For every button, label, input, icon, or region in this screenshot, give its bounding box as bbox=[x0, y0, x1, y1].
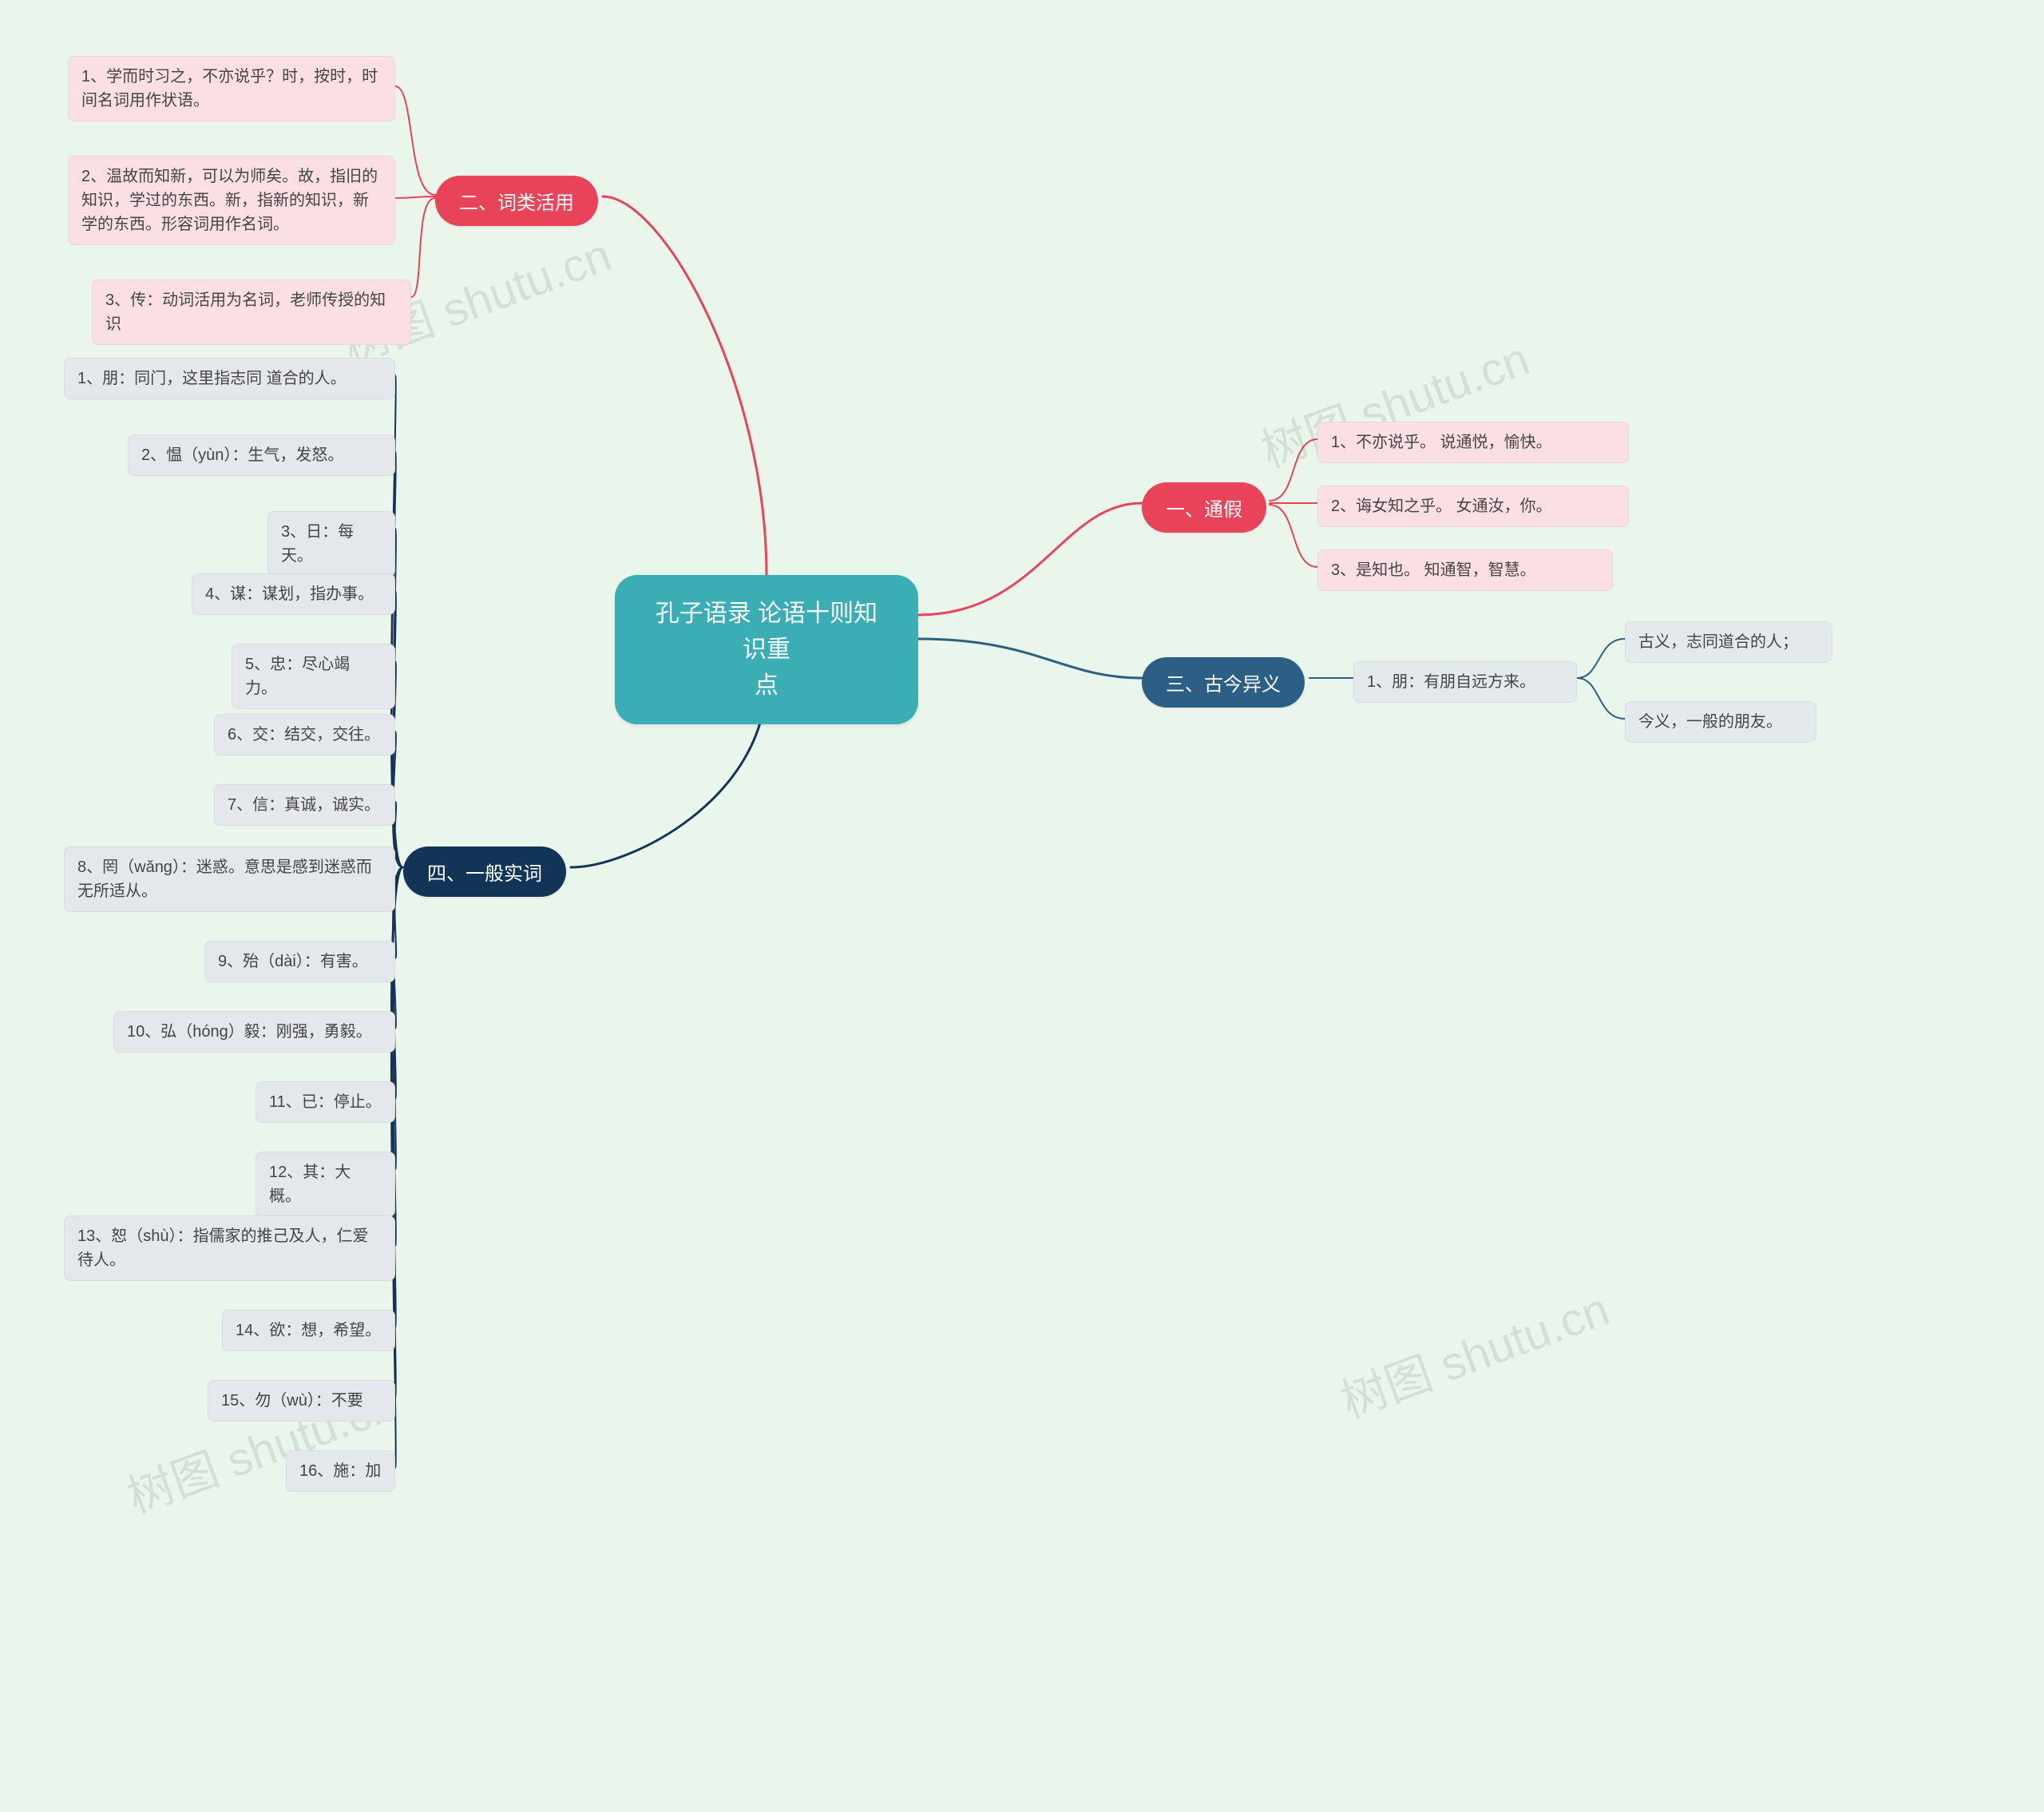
branch-b1-leaf[interactable]: 1、不亦说乎。 说通悦，愉快。 bbox=[1317, 422, 1629, 463]
branch-b2-leaf[interactable]: 1、学而时习之，不亦说乎？时，按时，时间名词用作状语。 bbox=[68, 56, 395, 121]
branch-b4-leaf[interactable]: 16、施：加 bbox=[286, 1450, 395, 1492]
watermark: 树图 shutu.cn bbox=[1330, 1271, 1617, 1430]
branch-b1-leaf[interactable]: 2、诲女知之乎。 女通汝，你。 bbox=[1317, 486, 1629, 527]
branch-b4-leaf[interactable]: 8、罔（wǎng）：迷惑。意思是感到迷惑而无所适从。 bbox=[64, 847, 395, 912]
branch-b4-leaf[interactable]: 10、弘（hóng）毅：刚强，勇毅。 bbox=[113, 1011, 395, 1053]
branch-b4-leaf[interactable]: 3、日：每天。 bbox=[267, 511, 395, 577]
branch-b4-leaf[interactable]: 13、恕（shù）：指儒家的推己及人，仁爱待人。 bbox=[64, 1215, 395, 1281]
branch-b2[interactable]: 二、词类活用 bbox=[435, 176, 598, 226]
branch-b3[interactable]: 三、古今异义 bbox=[1142, 657, 1305, 708]
branch-b4-leaf[interactable]: 4、谋：谋划，指办事。 bbox=[192, 573, 395, 615]
branch-b4-leaf[interactable]: 15、勿（wù）：不要 bbox=[208, 1380, 395, 1421]
branch-b4-leaf[interactable]: 11、已：停止。 bbox=[256, 1081, 395, 1123]
root-line1: 孔子语录 论语十则知识重 bbox=[656, 601, 877, 663]
branch-b4-leaf[interactable]: 6、交：结交，交往。 bbox=[214, 714, 395, 755]
branch-b4-leaf[interactable]: 12、其：大概。 bbox=[256, 1152, 395, 1217]
branch-b1[interactable]: 一、通假 bbox=[1142, 482, 1266, 533]
branch-b4-leaf[interactable]: 5、忠：尽心竭力。 bbox=[232, 644, 395, 709]
branch-b2-leaf[interactable]: 2、温故而知新，可以为师矣。故，指旧的知识，学过的东西。新，指新的知识，新学的东… bbox=[68, 156, 395, 245]
mindmap-canvas: 孔子语录 论语十则知识重 点 树图 shutu.cn树图 shutu.cn树图 … bbox=[0, 0, 2044, 1812]
root-node[interactable]: 孔子语录 论语十则知识重 点 bbox=[615, 575, 918, 724]
branch-b4-leaf[interactable]: 7、信：真诚，诚实。 bbox=[214, 784, 395, 826]
branch-b2-leaf[interactable]: 3、传：动词活用为名词，老师传授的知识 bbox=[92, 280, 411, 345]
branch-b3-leaf[interactable]: 1、朋：有朋自远方来。 bbox=[1353, 661, 1577, 703]
branch-b4[interactable]: 四、一般实词 bbox=[403, 847, 566, 897]
branch-b3-leaf[interactable]: 古义，志同道合的人； bbox=[1625, 621, 1832, 663]
root-line2: 点 bbox=[755, 672, 778, 699]
branch-b1-leaf[interactable]: 3、是知也。 知通智，智慧。 bbox=[1317, 549, 1613, 591]
branch-b4-leaf[interactable]: 14、欲：想，希望。 bbox=[222, 1310, 395, 1351]
branch-b4-leaf[interactable]: 2、愠（yùn）：生气，发怒。 bbox=[128, 434, 395, 476]
branch-b3-leaf[interactable]: 今义，一般的朋友。 bbox=[1625, 701, 1816, 743]
branch-b4-leaf[interactable]: 9、殆（dài）：有害。 bbox=[204, 941, 395, 982]
branch-b4-leaf[interactable]: 1、朋：同门，这里指志同 道合的人。 bbox=[64, 358, 395, 399]
